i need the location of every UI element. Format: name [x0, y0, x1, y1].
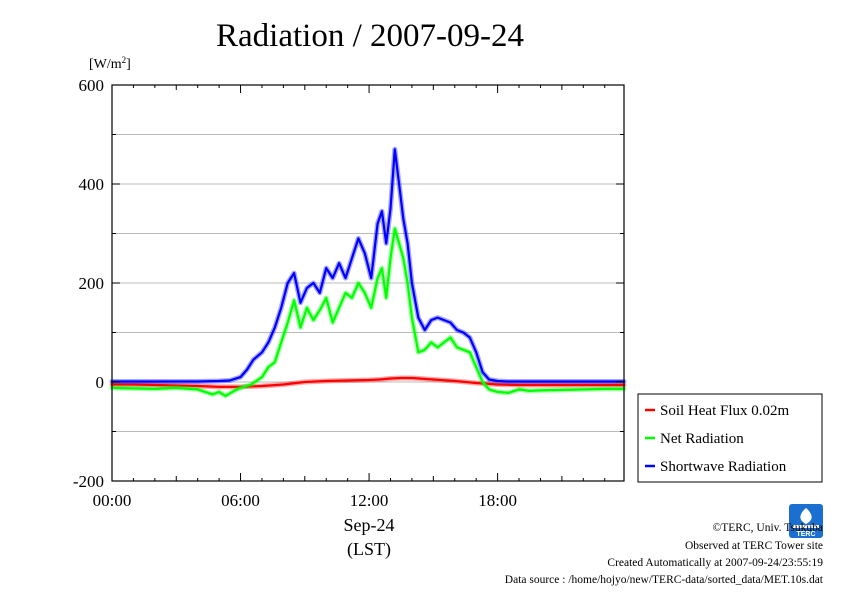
terc-logo: TERC [789, 504, 823, 538]
credit-source: Data source : /home/hojyo/new/TERC-data/… [505, 574, 824, 586]
y-tick-label: 400 [79, 175, 105, 194]
x-axis-label: (LST) [347, 539, 391, 560]
legend-label: Net Radiation [660, 431, 744, 447]
legend-label: Shortwave Radiation [660, 459, 787, 475]
legend: Soil Heat Flux 0.02m Net Radiation Shortwa… [637, 393, 823, 483]
shortwave-radiation-line [110, 148, 626, 383]
x-axis-date-label: Sep-24 [344, 515, 395, 535]
plot-area [109, 84, 627, 482]
logo-water-stripe [793, 525, 819, 528]
y-tick-labels: -200 0 200 400 600 [73, 76, 104, 491]
y-tick-label: 600 [79, 76, 105, 95]
x-tick-label: 18:00 [478, 491, 517, 510]
credit-copyright: ©TERC, Univ. Tsukuba [713, 522, 823, 534]
axis-ticks [111, 84, 624, 482]
y-unit-base: [W/m [89, 57, 122, 72]
soil-heat-flux-line [110, 376, 626, 388]
y-unit-label: [W/m2] [89, 55, 131, 72]
legend-items: Soil Heat Flux 0.02m Net Radiation Shortwa… [645, 403, 790, 475]
x-tick-label: 00:00 [93, 491, 132, 510]
y-tick-label: -200 [73, 472, 104, 491]
y-unit-end: ] [126, 57, 131, 72]
legend-box [637, 393, 823, 483]
series-layer [109, 146, 627, 399]
credit-observed: Observed at TERC Tower site [685, 540, 823, 552]
net-radiation-line [110, 227, 626, 397]
legend-label: Soil Heat Flux 0.02m [660, 403, 790, 419]
chart-title: Radiation / 2007-09-24 [216, 18, 524, 54]
credit-created: Created Automatically at 2007-09-24/23:5… [607, 557, 823, 569]
logo-text: TERC [796, 531, 815, 538]
x-tick-label: 06:00 [221, 491, 260, 510]
y-tick-label: 0 [96, 373, 105, 392]
x-tick-label: 12:00 [350, 491, 389, 510]
x-tick-labels: 00:00 06:00 12:00 18:00 [93, 491, 517, 510]
logo-tree-icon [800, 508, 812, 524]
y-tick-label: 200 [79, 274, 105, 293]
y-unit-superscript: 2 [122, 55, 127, 65]
